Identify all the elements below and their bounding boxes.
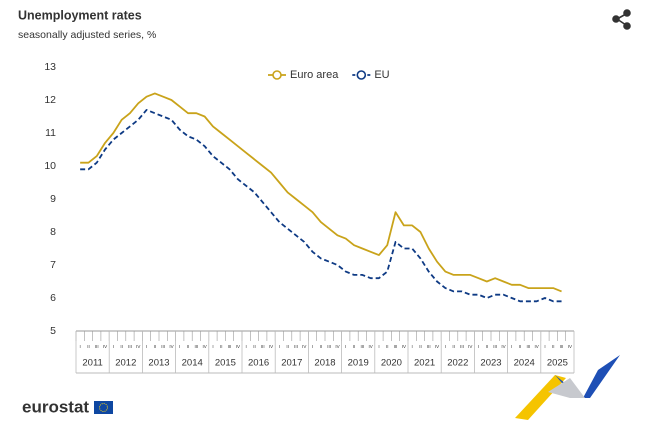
x-tick-label: II (519, 344, 522, 349)
x-tick-label: II (286, 344, 289, 349)
year-label: 2019 (348, 358, 369, 369)
x-tick-label: IV (236, 344, 240, 349)
x-tick-label: III (294, 344, 298, 349)
chart-title: Unemployment rates (18, 8, 142, 22)
x-tick-label: IV (103, 344, 107, 349)
line-series (80, 109, 562, 303)
y-tick-label: 10 (44, 160, 56, 172)
year-label: 2021 (414, 358, 435, 369)
x-tick-label: I (312, 344, 313, 349)
x-tick-label: III (560, 344, 564, 349)
x-tick-label: II (253, 344, 256, 349)
x-tick-label: IV (269, 344, 273, 349)
x-tick-label: IV (302, 344, 306, 349)
x-tick-label: III (194, 344, 198, 349)
y-tick-label: 8 (50, 226, 56, 238)
x-tick-label: II (353, 344, 356, 349)
x-tick-label: I (146, 344, 147, 349)
x-tick-label: IV (402, 344, 406, 349)
x-tick-label: III (95, 344, 99, 349)
x-tick-label: I (212, 344, 213, 349)
logo-text: eurostat (22, 397, 89, 416)
share-icon[interactable] (612, 9, 631, 30)
x-tick-label: II (187, 344, 190, 349)
x-tick-label: II (452, 344, 455, 349)
year-label: 2014 (182, 358, 203, 369)
x-tick-label: III (261, 344, 265, 349)
x-tick-label: IV (435, 344, 439, 349)
y-tick-label: 5 (50, 325, 56, 337)
year-label: 2018 (314, 358, 335, 369)
year-label: 2020 (381, 358, 402, 369)
year-label: 2025 (547, 358, 568, 369)
x-tick-label: II (154, 344, 157, 349)
x-tick-label: II (320, 344, 323, 349)
legend-marker (356, 70, 367, 80)
x-tick-label: I (478, 344, 479, 349)
x-tick-label: IV (169, 344, 173, 349)
legend: Euro area EU (268, 69, 390, 81)
x-tick-label: I (378, 344, 379, 349)
x-tick-label: III (327, 344, 331, 349)
chart-subtitle: seasonally adjusted series, % (18, 29, 156, 41)
x-tick-label: III (526, 344, 530, 349)
x-tick-label: I (511, 344, 512, 349)
x-tick-label: II (552, 344, 555, 349)
x-tick-label: II (419, 344, 422, 349)
x-tick-label: I (113, 344, 114, 349)
y-tick-label: 12 (44, 94, 56, 106)
x-tick-label: I (279, 344, 280, 349)
x-tick-label: I (179, 344, 180, 349)
x-tick-label: I (246, 344, 247, 349)
year-label: 2022 (447, 358, 468, 369)
x-tick-label: I (445, 344, 446, 349)
x-tick-label: III (427, 344, 431, 349)
year-label: 2013 (148, 358, 169, 369)
x-tick-label: III (460, 344, 464, 349)
year-label: 2012 (115, 358, 136, 369)
x-tick-label: IV (535, 344, 539, 349)
x-tick-label: IV (136, 344, 140, 349)
x-tick-label: III (228, 344, 232, 349)
x-tick-label: III (161, 344, 165, 349)
x-tick-label: II (386, 344, 389, 349)
eu-flag (94, 401, 113, 414)
x-tick-label: III (394, 344, 398, 349)
y-tick-label: 7 (50, 259, 56, 271)
decoration (515, 355, 620, 420)
x-tick-label: IV (335, 344, 339, 349)
year-label: 2015 (215, 358, 236, 369)
year-label: 2023 (480, 358, 501, 369)
year-label: 2016 (248, 358, 269, 369)
x-tick-label: IV (369, 344, 373, 349)
x-tick-label: II (486, 344, 489, 349)
year-label: 2011 (82, 358, 102, 369)
legend-label: Euro area (290, 69, 339, 81)
x-tick-label: II (220, 344, 223, 349)
year-label: 2024 (514, 358, 535, 369)
x-tick-label: IV (501, 344, 505, 349)
x-tick-label: IV (568, 344, 572, 349)
y-tick-label: 13 (44, 61, 56, 73)
y-tick-label: 6 (50, 292, 56, 304)
y-tick-label: 9 (50, 193, 56, 205)
x-tick-label: II (120, 344, 123, 349)
x-tick-label: I (412, 344, 413, 349)
legend-marker (272, 70, 282, 80)
x-tick-label: I (80, 344, 81, 349)
x-tick-label: III (493, 344, 497, 349)
legend-label: EU (374, 69, 389, 81)
y-tick-label: 11 (45, 127, 56, 139)
x-tick-label: II (87, 344, 90, 349)
x-tick-label: IV (203, 344, 207, 349)
line-series (80, 92, 562, 293)
x-tick-label: IV (468, 344, 472, 349)
year-label: 2017 (281, 358, 302, 369)
x-tick-label: I (544, 344, 545, 349)
x-tick-label: III (128, 344, 132, 349)
x-tick-label: I (345, 344, 346, 349)
x-tick-label: III (360, 344, 364, 349)
